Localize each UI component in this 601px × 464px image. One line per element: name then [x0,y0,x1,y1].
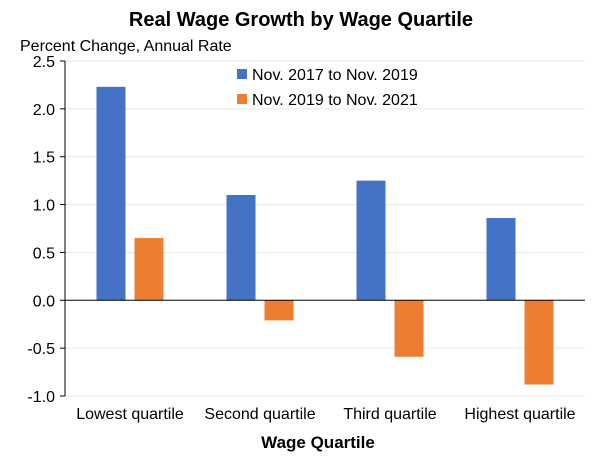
x-tick-label: Third quartile [343,406,436,423]
bar-series-2-3 [524,300,554,385]
bar-series-1-1 [226,195,256,301]
x-tick-label: Highest quartile [464,406,575,423]
y-tick-label: 1.5 [33,150,55,167]
y-tick-label: -0.5 [27,341,55,358]
x-tick-label: Lowest quartile [76,406,184,423]
y-tick-label: 2.0 [33,102,55,119]
y-tick-label: -1.0 [27,389,55,406]
y-tick-labels: -1.0 -0.5 0.0 0.5 1.0 1.5 2.0 2.5 [27,54,55,406]
y-tick-label: 1.0 [33,198,55,215]
bars [96,86,554,385]
legend-label: Nov. 2017 to Nov. 2019 [252,67,418,84]
y-tick-label: 0.0 [33,293,55,310]
bar-series-2-0 [134,238,164,301]
y-tick-label: 0.5 [33,245,55,262]
bar-series-1-3 [486,217,516,301]
x-tick-label: Second quartile [204,406,315,423]
bar-series-2-2 [394,300,424,357]
bar-series-2-1 [264,300,294,321]
bar-series-1-0 [96,86,126,301]
y-axis-label: Percent Change, Annual Rate [20,38,232,55]
legend-swatch [237,69,247,79]
chart-title: Real Wage Growth by Wage Quartile [129,9,473,31]
x-axis-label: Wage Quartile [261,433,375,452]
x-tick-labels: Lowest quartile Second quartile Third quar… [76,406,576,423]
y-tick-label: 2.5 [33,54,55,71]
bar-series-1-2 [356,180,386,301]
legend: Nov. 2017 to Nov. 2019 Nov. 2019 to Nov. … [237,67,418,109]
legend-swatch [237,94,247,104]
axes [60,60,585,397]
legend-label: Nov. 2019 to Nov. 2021 [252,92,418,109]
